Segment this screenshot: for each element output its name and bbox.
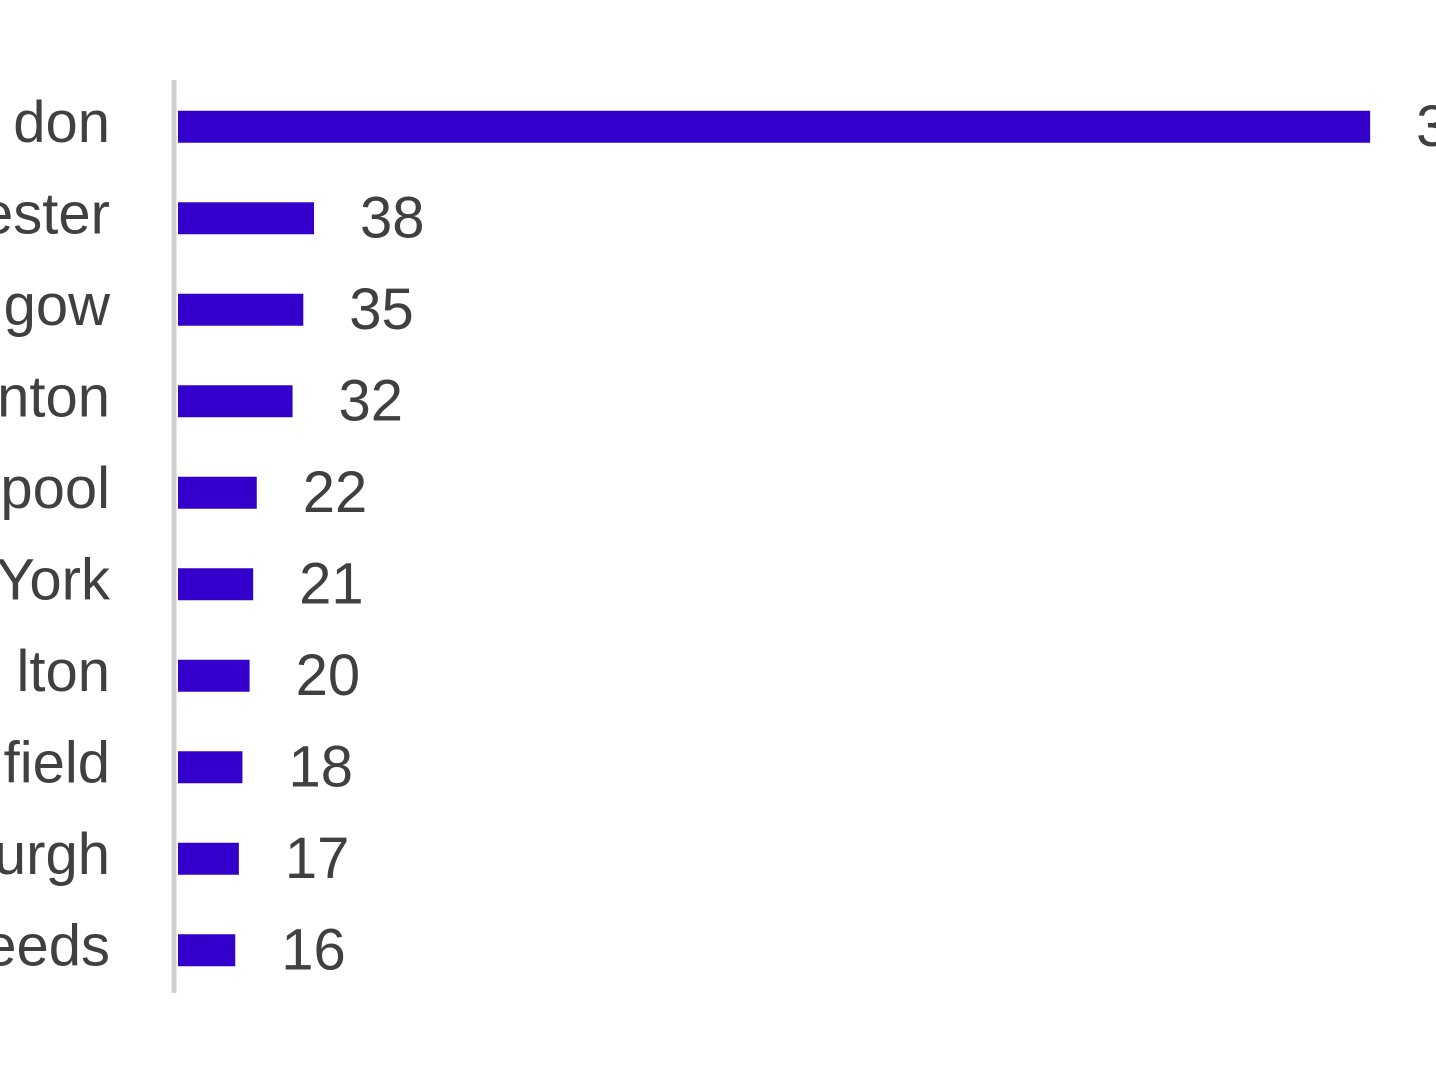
bar xyxy=(178,293,304,326)
bar xyxy=(178,385,293,418)
value-label: 32 xyxy=(339,369,404,434)
category-label: urgh xyxy=(0,822,110,887)
bar xyxy=(178,476,257,509)
category-label: pool xyxy=(0,456,110,521)
category-label: nton xyxy=(0,365,110,430)
bar xyxy=(178,842,239,875)
value-label: 20 xyxy=(296,643,361,708)
bar xyxy=(178,110,1371,143)
value-label: 16 xyxy=(281,918,346,983)
bar xyxy=(178,751,243,784)
value-label: 18 xyxy=(288,735,353,800)
category-label: ester xyxy=(0,182,110,247)
category-label: York xyxy=(0,548,111,613)
value-label: 333 xyxy=(1416,94,1436,159)
value-label: 17 xyxy=(285,826,350,891)
value-label: 22 xyxy=(303,460,368,525)
value-label: 38 xyxy=(360,186,425,251)
value-label: 21 xyxy=(299,552,364,617)
bar xyxy=(178,659,250,692)
value-label: 35 xyxy=(349,277,414,342)
category-label: don xyxy=(13,90,110,155)
category-label: gow xyxy=(4,273,112,338)
bar xyxy=(178,202,315,235)
bar xyxy=(178,568,254,601)
category-label: eeds xyxy=(0,914,110,979)
bar xyxy=(178,934,236,967)
category-label: lton xyxy=(16,639,110,704)
category-label: field xyxy=(4,731,110,796)
